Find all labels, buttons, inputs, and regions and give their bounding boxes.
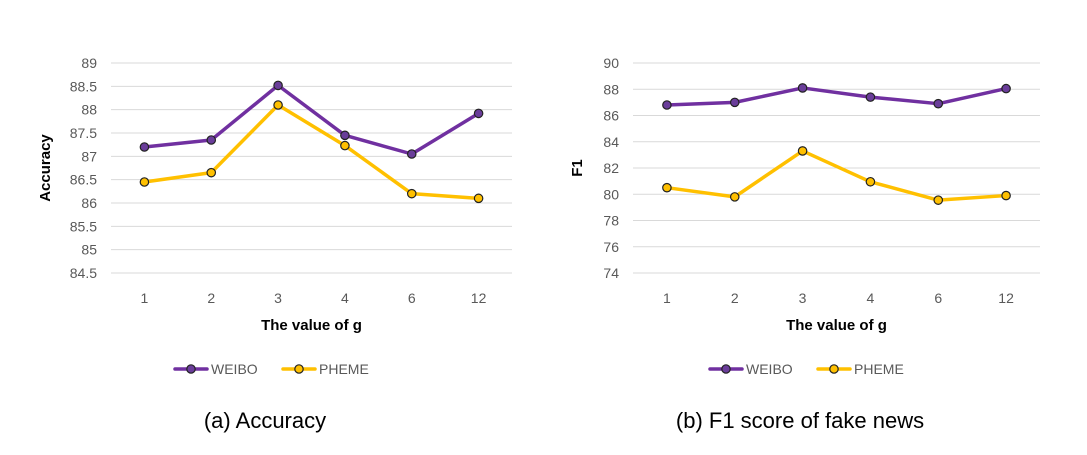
legend-label-pheme: PHEME: [319, 361, 369, 377]
legend-label-pheme: PHEME: [854, 361, 904, 377]
x-tick-label: 4: [867, 290, 875, 306]
y-tick-label: 88: [603, 81, 619, 97]
legend: WEIBO PHEME: [173, 361, 369, 377]
legend: WEIBO PHEME: [708, 361, 904, 377]
x-tick-label: 3: [799, 290, 807, 306]
data-point-pheme: [139, 177, 150, 187]
data-point-pheme: [273, 100, 283, 110]
y-tick-label: 86: [603, 108, 619, 124]
data-point-pheme: [662, 182, 672, 193]
x-tick-label: 1: [663, 290, 671, 306]
y-tick-label: 90: [603, 55, 619, 71]
data-point-weibo: [273, 80, 283, 91]
data-point-weibo: [1001, 83, 1011, 94]
legend-marker-weibo: [186, 364, 196, 374]
data-point-weibo: [865, 92, 876, 102]
y-tick-label: 89: [81, 55, 97, 71]
x-tick-label: 4: [341, 290, 349, 306]
y-tick-label: 88: [81, 102, 97, 118]
x-tick-label: 2: [731, 290, 739, 306]
data-point-weibo: [406, 149, 417, 159]
y-tick-label: 76: [603, 239, 619, 255]
series-line-weibo: [665, 86, 1008, 107]
y-tick-label: 74: [603, 265, 619, 281]
x-tick-label: 12: [471, 290, 487, 306]
series-line-weibo: [142, 83, 481, 156]
y-tick-label: 86.5: [70, 172, 97, 188]
y-axis-title: F1: [569, 159, 586, 177]
data-point-weibo: [206, 135, 217, 145]
series-line-pheme: [665, 149, 1008, 202]
x-axis-title: The value of g: [261, 317, 362, 334]
x-axis-title: The value of g: [786, 317, 887, 334]
y-tick-label: 80: [603, 186, 619, 202]
legend-label-weibo: WEIBO: [746, 361, 793, 377]
y-axis-title: Accuracy: [37, 134, 54, 202]
y-tick-label: 88.5: [70, 78, 97, 94]
data-point-pheme: [206, 167, 217, 178]
y-tick-label: 85: [81, 242, 97, 258]
x-tick-label: 1: [141, 290, 149, 306]
y-tick-label: 85.5: [70, 218, 97, 234]
data-point-weibo: [797, 83, 808, 93]
data-point-pheme: [865, 176, 876, 187]
data-point-pheme: [406, 188, 417, 199]
data-point-weibo: [933, 98, 944, 109]
data-point-pheme: [933, 195, 944, 205]
data-point-weibo: [139, 142, 150, 152]
x-tick-label: 3: [274, 290, 282, 306]
data-point-weibo: [662, 100, 672, 110]
legend-label-weibo: WEIBO: [211, 361, 258, 377]
data-point-pheme: [729, 192, 740, 202]
figure-caption: (a) Accuracy: [204, 408, 326, 433]
y-tick-label: 87: [81, 148, 97, 164]
y-tick-label: 78: [603, 213, 619, 229]
legend-marker-weibo: [721, 364, 731, 374]
data-point-weibo: [473, 108, 484, 119]
data-point-pheme: [340, 140, 350, 151]
legend-marker-pheme: [829, 364, 839, 374]
y-tick-label: 86: [81, 195, 97, 211]
data-point-pheme: [1001, 190, 1011, 201]
data-point-weibo: [729, 97, 740, 108]
data-point-pheme: [473, 193, 484, 204]
legend-marker-pheme: [294, 364, 304, 374]
y-tick-label: 84: [603, 134, 619, 150]
y-tick-label: 87.5: [70, 125, 97, 141]
x-tick-label: 6: [934, 290, 942, 306]
data-point-weibo: [340, 130, 350, 141]
figure-caption: (b) F1 score of fake news: [676, 408, 924, 433]
x-tick-label: 12: [998, 290, 1014, 306]
x-tick-label: 2: [207, 290, 215, 306]
y-tick-label: 84.5: [70, 265, 97, 281]
data-point-pheme: [797, 146, 808, 156]
x-tick-label: 6: [408, 290, 416, 306]
y-tick-label: 82: [603, 160, 619, 176]
series-line-pheme: [142, 103, 481, 201]
